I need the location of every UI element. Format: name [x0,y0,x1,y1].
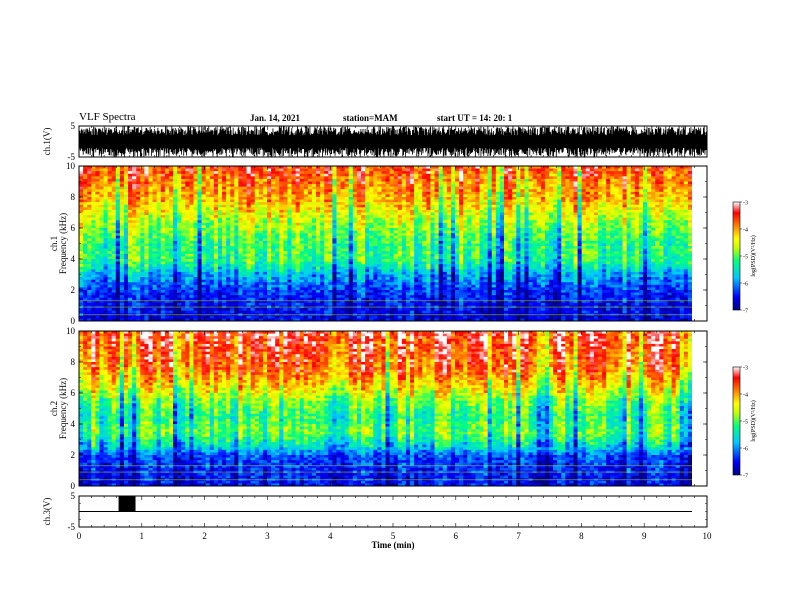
waveform-panel-ch1 [78,126,708,158]
colorbar-tick-label: -3 [743,366,748,372]
colorbars: -3 -4 -5 -6 -7 log(PSD)(V²/Hz) -3 -4 -5 -6 -7 log(P… [732,201,757,480]
x-tick-label: 1 [140,531,145,541]
y-tick-label: 8 [71,357,76,367]
colorbar-tick-label: -4 [743,228,748,234]
y-tick-label: 6 [71,223,76,233]
colorbar [732,366,741,476]
waveform-panel-ch3 [79,496,692,512]
y-axis-label: ch.3(V) [42,498,52,526]
y-axis-label: ch.1(V) [42,128,52,156]
y-axis-label: ch.2 [49,401,59,416]
y-axis-label: ch.1 [49,236,59,251]
y-tick-label: 2 [71,450,76,460]
y-tick-label: 0 [71,481,76,491]
x-tick-label: 6 [454,531,459,541]
colorbar-tick-label: -4 [743,393,748,399]
x-tick-label: 3 [265,531,270,541]
header-start-ut: start UT = 14: 20: 1 [437,113,513,123]
y-axis-label: Frequency (kHz) [58,213,68,274]
colorbar-tick-label: -7 [743,474,748,480]
header-title: VLF Spectra [79,111,136,123]
spectrogram-panel-ch1 [79,166,692,321]
y-tick-label: 0 [71,316,76,326]
y-tick-label: 4 [71,419,76,429]
y-tick-label: 4 [71,254,76,264]
x-tick-label: 4 [328,531,333,541]
x-axis-label: Time (min) [371,540,414,550]
colorbar-tick-label: -3 [743,201,748,207]
header-station: station=MAM [343,113,398,123]
colorbar-tick-label: -7 [743,309,748,315]
waveform-ch1-trace [78,126,708,158]
y-tick-label: -5 [68,522,76,532]
header-date: Jan. 14, 2021 [250,113,301,123]
colorbar [732,201,741,311]
y-axis-label: Frequency (kHz) [58,378,68,439]
colorbar-tick-label: -5 [743,255,748,261]
x-tick-label: 5 [391,531,396,541]
y-tick-label: 10 [66,161,76,171]
spectrogram-panel-ch2 [79,331,692,486]
y-tick-label: 5 [71,121,76,131]
x-tick-label: 0 [77,531,82,541]
x-tick-label: 9 [642,531,647,541]
x-tick-label: 8 [579,531,584,541]
colorbar-tick-label: -6 [743,447,748,453]
y-tick-label: 8 [71,192,76,202]
y-tick-label: 2 [71,285,76,295]
y-tick-label: 10 [66,326,76,336]
y-tick-label: -5 [68,152,76,162]
y-tick-label: 5 [71,491,76,501]
x-tick-label: 2 [202,531,207,541]
waveform-ch3-pulse [118,496,136,512]
colorbar-label: log(PSD)(V²/Hz) [750,235,757,276]
colorbar-tick-label: -6 [743,282,748,288]
x-tick-label: 7 [516,531,521,541]
colorbar-label: log(PSD)(V²/Hz) [750,400,757,441]
x-tick-label: 10 [703,531,713,541]
colorbar-tick-label: -5 [743,420,748,426]
y-tick-label: 6 [71,388,76,398]
